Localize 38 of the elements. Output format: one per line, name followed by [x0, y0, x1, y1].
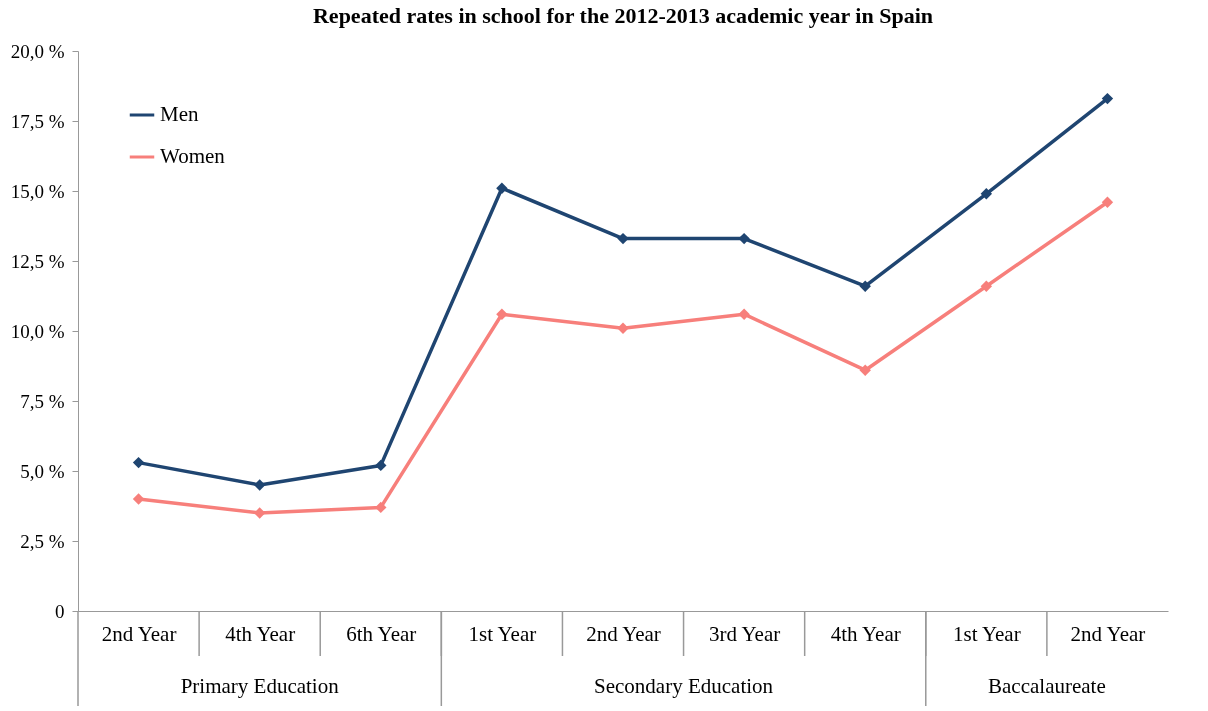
- y-tick-label: 10,0 %: [10, 320, 65, 342]
- point: [1101, 92, 1114, 105]
- y-tick-label: 0: [55, 600, 65, 622]
- point: [496, 182, 508, 194]
- point: [738, 308, 750, 320]
- x-tick-label: 2nd Year: [1070, 621, 1146, 646]
- x-tick-label: 3rd Year: [709, 621, 781, 646]
- x-tick-label: 1st Year: [468, 621, 537, 646]
- legend-label: Women: [160, 144, 226, 168]
- y-tick-label: 7,5 %: [20, 390, 65, 412]
- point: [132, 456, 145, 469]
- point: [859, 280, 871, 292]
- x-tick-label: 2nd Year: [101, 621, 177, 646]
- point: [375, 501, 387, 514]
- point: [617, 322, 629, 334]
- text: Baccalaureate: [988, 674, 1106, 698]
- text: Primary Education: [180, 674, 340, 698]
- x-tick-label: 4th Year: [225, 621, 296, 646]
- y-tick-label: 12,5 %: [10, 250, 65, 272]
- text: Secondary Education: [594, 674, 774, 698]
- x-tick-label: 1st Year: [952, 621, 1021, 646]
- point: [980, 280, 993, 292]
- point: [980, 188, 993, 200]
- x-tick-label: 6th Year: [346, 621, 417, 646]
- legend-label: Men: [160, 102, 199, 126]
- point: [375, 459, 387, 472]
- x-tick-label: 4th Year: [830, 621, 901, 646]
- point: [253, 479, 266, 491]
- y-tick-label: 5,0 %: [20, 460, 65, 482]
- y-tick-label: 17,5 %: [10, 110, 65, 132]
- y-tick-label: 15,0 %: [10, 180, 65, 202]
- x-tick-label: 2nd Year: [586, 621, 661, 646]
- chart-title: Repeated rates in school for the 2012-2013 academic year in Spain: [312, 3, 934, 28]
- point: [859, 364, 871, 376]
- point: [496, 308, 508, 320]
- y-tick-label: 2,5 %: [20, 530, 65, 552]
- y-tick-label: 20,0 %: [10, 40, 65, 62]
- point: [1101, 196, 1114, 208]
